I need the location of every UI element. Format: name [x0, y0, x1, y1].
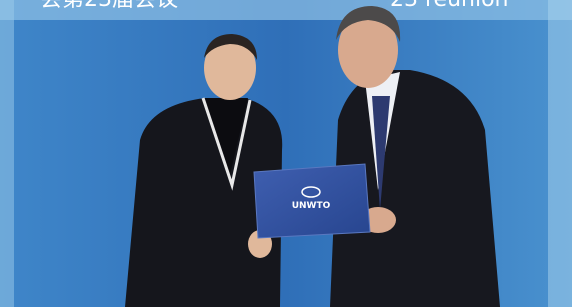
folder-logo-text: UNWTO: [292, 201, 331, 211]
edge-light: [0, 0, 14, 307]
edge-light: [548, 0, 572, 307]
photo: 会第23届会议 23 reunión UNWTO: [0, 0, 572, 307]
banner-text: 23 reunión: [390, 0, 509, 12]
page: 会第23届会议 23 reunión UNWTO (() => { const …: [0, 0, 572, 307]
banner-text: 会第23届会议: [40, 0, 178, 12]
